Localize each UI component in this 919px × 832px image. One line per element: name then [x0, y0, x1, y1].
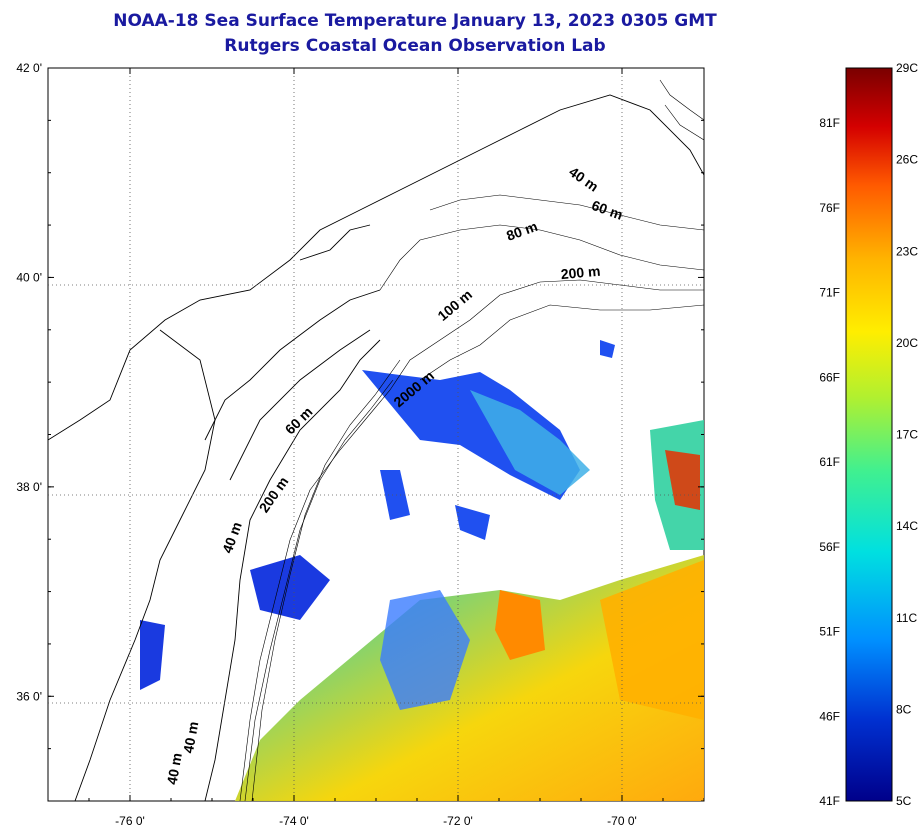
colorbar-fahrenheit-label: 46F [819, 709, 840, 723]
colorbar-fahrenheit-label: 81F [819, 116, 840, 130]
colorbar-fahrenheit-label: 51F [819, 625, 840, 639]
coastline [48, 94, 704, 801]
lon-tick-label: -70 0' [607, 814, 637, 828]
graticule [48, 68, 704, 801]
colorbar-fahrenheit-label: 61F [819, 455, 840, 469]
colorbar-celsius-label: 29C [896, 61, 918, 75]
colorbar-labels: 29C 26C 23C 20C 17C 14C 11C 8C 5C 81F 76F 71F 66F 61F… [819, 61, 918, 808]
lon-tick-label: -74 0' [279, 814, 309, 828]
colorbar-fahrenheit-label: 71F [819, 286, 840, 300]
map-title: NOAA-18 Sea Surface Temperature January … [113, 11, 717, 31]
colorbar [845, 67, 893, 802]
colorbar-fahrenheit-label: 41F [819, 794, 840, 808]
map-subtitle: Rutgers Coastal Ocean Observation Lab [224, 36, 606, 56]
colorbar-fahrenheit-label: 76F [819, 201, 840, 215]
colorbar-celsius-label: 14C [896, 519, 918, 533]
lat-tick-label: 40 0' [16, 270, 42, 284]
lat-tick-label: 38 0' [16, 480, 42, 494]
colorbar-celsius-label: 26C [896, 153, 918, 167]
colorbar-fahrenheit-label: 66F [819, 370, 840, 384]
sst-data-layer [140, 340, 704, 801]
colorbar-celsius-label: 23C [896, 244, 918, 258]
lon-tick-label: -72 0' [443, 814, 473, 828]
colorbar-fahrenheit-label: 56F [819, 540, 840, 554]
lat-tick-label: 42 0' [16, 61, 42, 75]
contour-label: 40 m [180, 720, 201, 754]
colorbar-celsius-label: 5C [896, 794, 912, 808]
contour-label: 200 m [560, 263, 601, 282]
contour-label: 40 m [164, 752, 185, 786]
colorbar-celsius-label: 8C [896, 702, 912, 716]
colorbar-celsius-label: 17C [896, 428, 918, 442]
lat-tick-label: 36 0' [16, 689, 42, 703]
colorbar-celsius-label: 11C [896, 611, 917, 625]
map-axes: -76 0' -74 0' -72 0' -70 0' 42 0' 40 0' 38 0' 3… [16, 61, 705, 828]
lon-tick-label: -76 0' [115, 814, 145, 828]
bathymetry-contours [239, 79, 704, 801]
colorbar-celsius-label: 20C [896, 336, 918, 350]
